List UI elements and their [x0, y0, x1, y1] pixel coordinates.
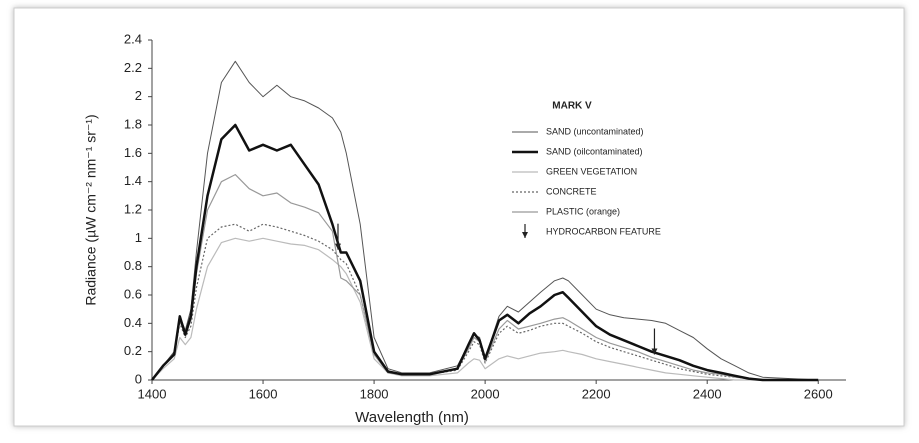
- x-tick-label: 2600: [804, 386, 833, 401]
- x-tick-label: 1400: [138, 386, 167, 401]
- series-line: [151, 223, 819, 381]
- legend-title: MARK V: [552, 101, 592, 112]
- y-tick-label: 1.2: [124, 201, 142, 216]
- legend-label: SAND (uncontaminated): [546, 126, 644, 136]
- y-tick-label: 1.6: [124, 145, 142, 160]
- y-tick-label: 0.4: [124, 315, 142, 330]
- x-tick-label: 2200: [582, 386, 611, 401]
- series-line: [151, 237, 819, 381]
- x-tick-label: 1800: [360, 386, 389, 401]
- legend-label: GREEN VEGETATION: [546, 166, 637, 176]
- legend-label: PLASTIC (orange): [546, 206, 620, 216]
- y-tick-label: 2: [135, 88, 142, 103]
- x-tick-label: 2000: [471, 386, 500, 401]
- y-tick-label: 2.2: [124, 60, 142, 75]
- x-tick-label: 2400: [693, 386, 722, 401]
- y-tick-label: 0.6: [124, 286, 142, 301]
- x-tick-label: 1600: [249, 386, 278, 401]
- y-axis-title: Radiance (µW cm⁻² nm⁻¹ sr⁻¹): [83, 114, 99, 305]
- legend-label: CONCRETE: [546, 186, 597, 196]
- y-tick-label: 1.4: [124, 173, 142, 188]
- hydrocarbon-arrow-head: [651, 348, 658, 355]
- y-tick-label: 0.2: [124, 343, 142, 358]
- legend-label: HYDROCARBON FEATURE: [546, 226, 661, 236]
- series-line: [151, 123, 819, 382]
- y-tick-label: 1: [135, 230, 142, 245]
- chart-frame: [13, 7, 905, 427]
- legend-label: SAND (oilcontaminated): [546, 146, 643, 156]
- series-line: [151, 174, 819, 381]
- y-tick-label: 1.8: [124, 116, 142, 131]
- y-tick-label: 2.4: [124, 31, 142, 46]
- y-tick-label: 0: [135, 371, 142, 386]
- y-tick-label: 0.8: [124, 258, 142, 273]
- x-axis-title: Wavelength (nm): [355, 409, 469, 426]
- legend-arrow-head: [522, 232, 528, 238]
- hydrocarbon-arrow-head: [334, 243, 341, 250]
